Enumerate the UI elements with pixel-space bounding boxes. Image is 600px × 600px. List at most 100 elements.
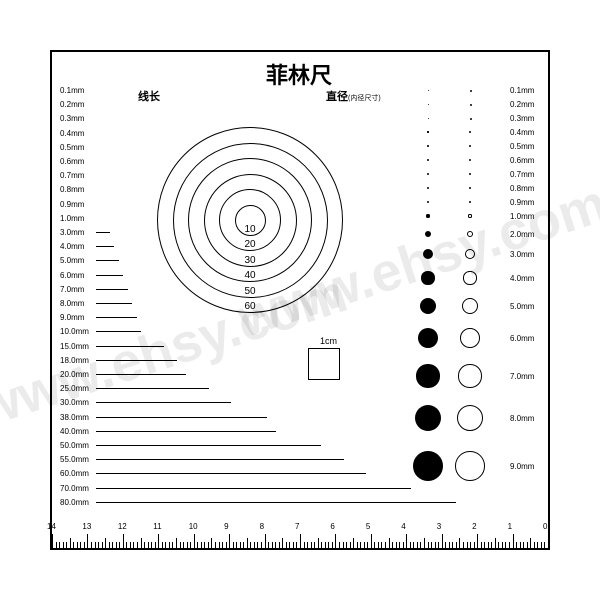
- left-scale-label: 0.7mm: [60, 171, 84, 180]
- ruler-tick-minor: [332, 542, 333, 548]
- ruler-tick-minor: [197, 542, 198, 548]
- ruler-tick-minor: [282, 538, 283, 548]
- ruler-tick-minor: [116, 542, 117, 548]
- ruler-tick-minor: [307, 542, 308, 548]
- ruler-tick-minor: [459, 538, 460, 548]
- ruler-tick-minor: [484, 542, 485, 548]
- ruler-tick-minor: [389, 538, 390, 548]
- ruler-tick-minor: [243, 542, 244, 548]
- dot-open: [469, 159, 471, 161]
- ruler-tick-minor: [66, 542, 67, 548]
- page-title: 菲林尺: [266, 58, 332, 90]
- ruler-label: 5: [366, 522, 370, 531]
- dot-open: [458, 364, 481, 387]
- ruler-tick-minor: [296, 542, 297, 548]
- right-scale-label: 9.0mm: [510, 462, 534, 471]
- left-scale-label: 38.0mm: [60, 413, 89, 422]
- ruler-tick-minor: [467, 542, 468, 548]
- right-scale-label: 7.0mm: [510, 372, 534, 381]
- ruler-tick-minor: [353, 538, 354, 548]
- dot-open: [460, 328, 480, 348]
- ruler-tick-minor: [541, 542, 542, 548]
- line-length-mark: [96, 246, 114, 247]
- ruler-tick-minor: [399, 542, 400, 548]
- ruler-tick-minor: [364, 542, 365, 548]
- right-scale-label: 8.0mm: [510, 414, 534, 423]
- ruler-label: 14: [47, 522, 56, 531]
- ruler-tick-minor: [236, 542, 237, 548]
- diameter-note: (内径尺寸): [348, 95, 381, 102]
- ruler-tick-major: [52, 534, 53, 548]
- line-length-mark: [96, 488, 411, 489]
- left-scale-label: 0.1mm: [60, 86, 84, 95]
- line-length-mark: [96, 459, 344, 460]
- right-scale-label: 0.4mm: [510, 128, 534, 137]
- ruler-tick-minor: [378, 542, 379, 548]
- left-scale-label: 10.0mm: [60, 327, 89, 336]
- ruler-tick-minor: [233, 542, 234, 548]
- left-scale-label: 9.0mm: [60, 313, 84, 322]
- ruler-tick-minor: [137, 542, 138, 548]
- ruler-label: 8: [260, 522, 264, 531]
- ruler-label: 4: [401, 522, 405, 531]
- line-length-mark: [96, 303, 132, 304]
- square-1cm-label: 1cm: [320, 336, 337, 346]
- right-scale-label: 2.0mm: [510, 230, 534, 239]
- left-scale-label: 15.0mm: [60, 342, 89, 351]
- ruler-tick-major: [194, 534, 195, 548]
- left-scale-label: 0.9mm: [60, 200, 84, 209]
- line-length-mark: [96, 502, 456, 503]
- line-length-mark: [96, 346, 164, 347]
- ruler-tick-minor: [77, 542, 78, 548]
- dot-solid: [427, 159, 429, 161]
- left-scale-label: 7.0mm: [60, 285, 84, 294]
- ruler-tick-minor: [250, 542, 251, 548]
- ruler-tick-minor: [304, 542, 305, 548]
- ruler-label: 9: [224, 522, 228, 531]
- ruler-tick-minor: [509, 542, 510, 548]
- line-length-mark: [96, 360, 177, 361]
- ruler-tick-minor: [165, 542, 166, 548]
- ruler-tick-minor: [410, 542, 411, 548]
- ruler-tick-minor: [95, 542, 96, 548]
- line-length-mark: [96, 289, 128, 290]
- ruler-tick-minor: [56, 542, 57, 548]
- ruler-label: 7: [295, 522, 299, 531]
- dot-solid: [427, 131, 428, 132]
- ruler-tick-minor: [357, 542, 358, 548]
- ruler-tick-minor: [392, 542, 393, 548]
- dot-solid: [427, 145, 429, 147]
- ruler-tick-minor: [435, 542, 436, 548]
- ruler-tick-minor: [488, 542, 489, 548]
- ruler-tick-minor: [325, 542, 326, 548]
- ruler-tick-minor: [215, 542, 216, 548]
- ruler-tick-minor: [187, 542, 188, 548]
- ruler-tick-minor: [481, 542, 482, 548]
- ruler-tick-minor: [155, 542, 156, 548]
- ruler-tick-minor: [286, 542, 287, 548]
- ruler-tick-minor: [420, 542, 421, 548]
- ruler-tick-minor: [328, 542, 329, 548]
- line-length-mark: [96, 374, 186, 375]
- ruler-tick-minor: [346, 542, 347, 548]
- ruler-tick-minor: [502, 542, 503, 548]
- ruler-label: 10: [189, 522, 198, 531]
- right-scale-label: 0.6mm: [510, 156, 534, 165]
- ruler-tick-major: [406, 534, 407, 548]
- ruler-tick-minor: [144, 542, 145, 548]
- ruler-tick-minor: [254, 542, 255, 548]
- ruler-tick-minor: [523, 542, 524, 548]
- ruler-tick-minor: [119, 542, 120, 548]
- right-scale-label: 6.0mm: [510, 334, 534, 343]
- ruler-tick-minor: [141, 538, 142, 548]
- ruler-tick-minor: [257, 542, 258, 548]
- left-scale-label: 20.0mm: [60, 370, 89, 379]
- dot-solid: [423, 249, 433, 259]
- ruler-label: 12: [118, 522, 127, 531]
- right-scale-label: 1.0mm: [510, 212, 534, 221]
- ruler-tick-minor: [162, 542, 163, 548]
- ruler-tick-major: [513, 534, 514, 548]
- ruler-tick-major: [335, 534, 336, 548]
- ruler-label: 2: [472, 522, 476, 531]
- left-scale-label: 70.0mm: [60, 484, 89, 493]
